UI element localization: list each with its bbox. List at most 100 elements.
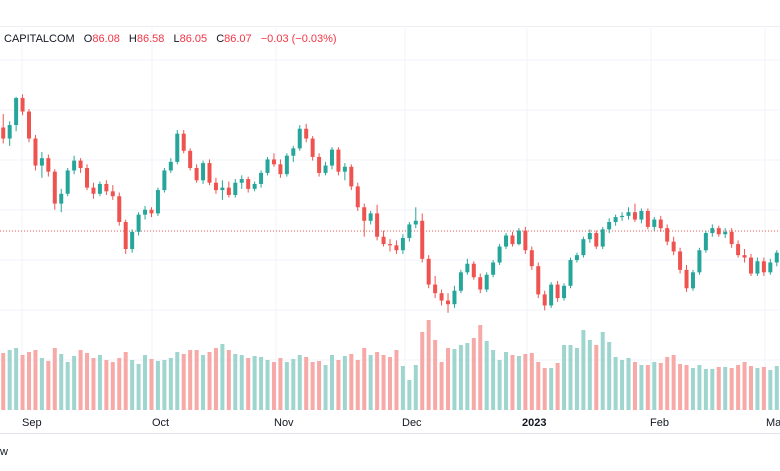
volume-bar — [155, 361, 160, 410]
volume-bar — [736, 365, 741, 410]
volume-bar — [213, 348, 218, 410]
volume-bar — [349, 354, 354, 410]
candle-body — [110, 191, 115, 197]
candle-body — [452, 290, 457, 305]
candle-body — [388, 244, 392, 246]
candle-body — [27, 111, 32, 139]
volume-bar — [491, 350, 496, 410]
volume-bar — [14, 348, 19, 410]
candle-body — [626, 212, 631, 216]
volume-bar — [368, 355, 373, 410]
volume-bar — [143, 355, 148, 410]
candle-body — [439, 293, 444, 301]
candle-body — [458, 272, 463, 291]
candle-body — [690, 272, 695, 289]
candle-body — [768, 262, 773, 273]
volume-bar — [226, 350, 231, 410]
candle-body — [201, 163, 206, 181]
candle-body — [736, 244, 741, 256]
volume-bar — [742, 362, 747, 410]
candle-body — [155, 190, 160, 214]
volume-bar — [323, 365, 328, 410]
candle-body — [329, 149, 334, 166]
volume-bar — [181, 354, 186, 410]
candle-body — [594, 233, 599, 247]
volume-bar — [72, 356, 77, 410]
candle-body — [59, 193, 64, 204]
volume-bar — [587, 340, 592, 410]
volume-bar — [632, 362, 637, 410]
candle-body — [523, 230, 528, 251]
x-axis-tick-label: Dec — [402, 417, 422, 429]
candle-body — [233, 182, 238, 195]
volume-bar — [278, 358, 283, 410]
volume-bar — [574, 348, 579, 410]
candle-body — [433, 284, 438, 294]
volume-bar — [271, 362, 276, 410]
candle-body — [471, 263, 476, 278]
candle-body — [420, 220, 425, 259]
volume-bar — [59, 354, 64, 410]
volume-bar — [252, 356, 257, 410]
change-value: −0.03 (−0.03%) — [260, 33, 337, 45]
candle-body — [78, 160, 83, 168]
volume-bar — [600, 332, 605, 410]
volume-bar — [497, 360, 502, 410]
candle-body — [426, 258, 431, 285]
volume-bar — [478, 325, 483, 410]
candle-body — [658, 219, 663, 229]
candle-body — [742, 255, 747, 258]
volume-bar — [639, 365, 644, 410]
candle-body — [123, 222, 128, 249]
candle-body — [665, 228, 670, 242]
candle-body — [162, 170, 167, 191]
volume-bar — [523, 354, 528, 410]
x-axis-tick-label: 2023 — [522, 417, 546, 429]
candle-body — [497, 246, 502, 263]
candle-body — [317, 156, 322, 173]
volume-bar — [652, 362, 657, 410]
volume-bar — [65, 362, 70, 410]
candle-body — [729, 231, 734, 245]
volume-bar — [317, 361, 322, 410]
volume-bar — [620, 360, 625, 410]
candle-body — [310, 138, 315, 157]
candle-body — [774, 252, 779, 263]
volume-bar — [594, 345, 599, 410]
volume-bar — [207, 352, 212, 410]
candle-body — [291, 148, 296, 156]
volume-bar — [20, 355, 25, 410]
candle-body — [355, 186, 360, 208]
volume-bar — [407, 380, 412, 410]
candle-body — [407, 224, 412, 238]
candle-body — [246, 179, 251, 189]
volume-bar — [130, 360, 135, 410]
volume-bar — [7, 350, 12, 410]
candle-body — [252, 183, 257, 189]
volume-bar — [117, 358, 122, 410]
volume-bar — [342, 356, 347, 410]
ohlc-legend: CAPITALCOM O86.08 H86.58 L86.05 C86.07 −… — [4, 33, 337, 45]
candle-body — [600, 229, 605, 247]
volume-bar — [690, 368, 695, 410]
volume-bar — [774, 366, 779, 410]
candle-body — [710, 228, 715, 234]
candle-body — [755, 261, 760, 274]
candle-body — [226, 187, 231, 195]
volume-bar — [201, 355, 206, 410]
volume-bar — [748, 366, 753, 410]
volume-bar — [413, 365, 418, 410]
candle-body — [271, 159, 276, 165]
volume-bar — [291, 359, 296, 410]
volume-bar — [562, 345, 567, 410]
volume-bar — [123, 352, 128, 410]
volume-bar — [549, 368, 554, 410]
volume-bar — [1, 353, 6, 410]
candle-body — [33, 138, 38, 166]
volume-bar — [446, 348, 451, 410]
volume-bar — [336, 360, 341, 410]
volume-bar — [581, 330, 586, 410]
x-axis-tick-label: Ma — [766, 417, 780, 429]
volume-bar — [536, 362, 541, 410]
